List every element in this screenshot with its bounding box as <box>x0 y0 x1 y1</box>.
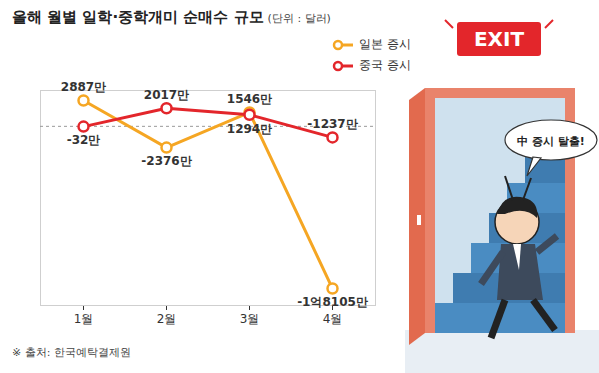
html-text:중국 증시: 중국 증시 <box>359 58 411 72</box>
svg-text:-1억8105만: -1억8105만 <box>297 295 368 309</box>
svg-text:EXIT: EXIT <box>474 27 525 51</box>
svg-text:4월: 4월 <box>323 312 343 326</box>
html-text:올해 월별 일학·중학개미 순매수 규모 (단위 : 달러): 올해 월별 일학·중학개미 순매수 규모 (단위 : 달러) <box>12 8 331 26</box>
svg-text:-2376만: -2376만 <box>141 154 191 168</box>
svg-text:-32만: -32만 <box>67 133 101 147</box>
svg-text:1546만: 1546만 <box>227 92 272 106</box>
html-text:※ 출처: 한국예탁결제원: ※ 출처: 한국예탁결제원 <box>12 346 131 359</box>
html-text:일본 증시: 일본 증시 <box>359 37 411 51</box>
svg-text:2월: 2월 <box>157 312 177 326</box>
svg-text:2887만: 2887만 <box>61 80 106 94</box>
svg-text:2017만: 2017만 <box>144 88 189 102</box>
svg-text:中 증시 탈출!: 中 증시 탈출! <box>517 135 585 148</box>
svg-text:-1237만: -1237만 <box>307 117 357 131</box>
svg-text:1294만: 1294만 <box>227 122 272 136</box>
svg-text:3월: 3월 <box>240 312 260 326</box>
svg-text:1월: 1월 <box>74 312 94 326</box>
